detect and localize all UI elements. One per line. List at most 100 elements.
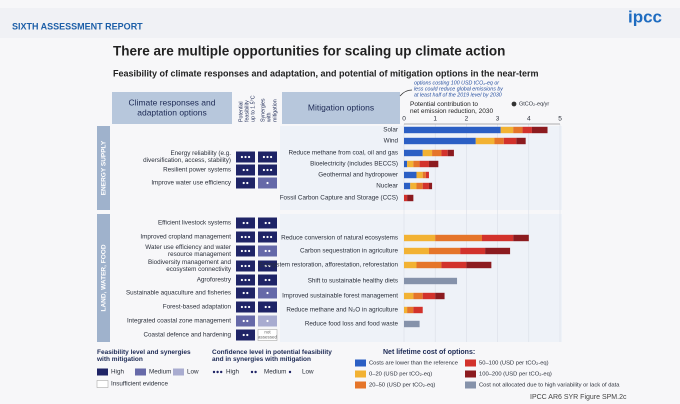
legend-swatch [355, 381, 366, 389]
legend-dot [216, 370, 219, 374]
legend-title: with mitigation [96, 356, 143, 363]
note: at least half of the 2019 level by 2030 [414, 92, 502, 98]
sector-label: ENERGY SUPPLY [101, 140, 108, 195]
adaptation-label: Coastal defence and hardening [143, 332, 231, 339]
confidence-dot [270, 235, 273, 239]
cell-note: not [264, 330, 271, 335]
legend-label: 20–50 (USD per tCO₂-eq) [369, 383, 435, 389]
bar-segment [422, 149, 433, 157]
bar-segment [460, 247, 486, 255]
land-sector-band [97, 214, 110, 342]
confidence-dot [270, 168, 273, 172]
adaptation-label: resource management [168, 251, 231, 258]
bar-segment [441, 261, 467, 269]
x-axis-label: Potential contribution to [410, 101, 478, 108]
logo: ipcc [628, 7, 662, 26]
legend-swatch [465, 359, 476, 367]
confidence-dot [246, 221, 249, 225]
legend-label: High [111, 369, 124, 376]
bar-segment [404, 171, 417, 179]
confidence-dot [268, 264, 271, 268]
bar-segment [404, 182, 411, 190]
bar-segment [404, 292, 414, 300]
cell-note: assessed [258, 335, 278, 340]
adaptation-label: Biodiversity management and [148, 259, 231, 266]
bar-segment [413, 292, 423, 300]
confidence-dot [244, 235, 247, 239]
bar-segment [475, 137, 495, 145]
category-label: Bioelectricity (includes BECCS) [310, 161, 398, 168]
bar-segment [435, 234, 482, 242]
confidence-dot [264, 249, 267, 253]
bar-segment [435, 292, 445, 300]
note: options costing 100 USD tCO₂-eq or [414, 80, 499, 86]
bar-segment [404, 277, 458, 285]
bar-segment [447, 149, 454, 157]
category-label: Shift to sustainable healthy diets [308, 278, 398, 285]
adaptation-heading: adaptation options [137, 107, 206, 117]
feasibility-cell [236, 177, 255, 189]
legend-label: Low [302, 369, 314, 376]
bar-segment [404, 194, 408, 202]
confidence-dot [270, 155, 273, 159]
confidence-dot [246, 291, 249, 295]
confidence-dot [246, 181, 249, 185]
confidence-dot [240, 305, 243, 309]
legend-swatch [465, 381, 476, 389]
bar-segment [407, 194, 414, 202]
confidence-dot [264, 221, 267, 225]
column-header: with [266, 113, 272, 122]
feasibility-cell [236, 315, 255, 327]
confidence-dot [244, 264, 247, 268]
confidence-dot [242, 333, 245, 337]
legend-label: Medium [149, 369, 171, 376]
bar-segment [416, 261, 442, 269]
synergy-cell [257, 329, 278, 341]
confidence-dot [248, 264, 251, 268]
column-header: Potential [238, 101, 244, 122]
cost-legend-title: Net lifetime cost of options: [383, 349, 475, 356]
top-bar [0, 8, 680, 38]
mitigation-heading: Mitigation options [308, 102, 374, 112]
adaptation-label: Improve water use efficiency [151, 180, 232, 187]
bar-segment [407, 306, 414, 314]
confidence-dot [264, 264, 267, 268]
bar-segment [404, 306, 408, 314]
bar-segment [485, 247, 511, 255]
confidence-dot [246, 168, 249, 172]
legend-label: 50–100 (USD per tCO₂-eq) [479, 361, 549, 367]
adaptation-label: ecosystem connectivity [166, 266, 232, 273]
bar-segment [404, 247, 429, 255]
legend-swatch [173, 368, 184, 376]
bar-segment [404, 149, 423, 157]
category-label: Reduce methane from coal, oil and gas [288, 150, 398, 157]
confidence-dot [242, 291, 245, 295]
subtitle: Feasibility of climate responses and ada… [113, 68, 539, 78]
x-tick-label: 0 [402, 116, 406, 123]
confidence-dot [266, 168, 269, 172]
legend-swatch [96, 380, 109, 388]
note-arrow [399, 89, 413, 97]
synergy-cell [258, 260, 277, 272]
bar-segment [404, 261, 417, 269]
confidence-dot [240, 235, 243, 239]
category-label: Ecosystem restoration, afforestation, re… [259, 262, 398, 269]
confidence-dot [242, 181, 245, 185]
adaptation-label: diversification, access, stability) [143, 157, 231, 164]
confidence-dot [268, 249, 271, 253]
bar-segment [482, 234, 514, 242]
confidence-dot [242, 168, 245, 172]
confidence-dot [248, 278, 251, 282]
confidence-dot [246, 319, 249, 323]
synergy-cell [258, 301, 277, 313]
legend-label: 0–20 (USD per tCO₂-eq) [369, 372, 432, 378]
bar-segment [522, 126, 532, 134]
adaptation-label: Improved cropland management [140, 234, 231, 241]
legend-swatch [97, 368, 108, 376]
bar-segment [432, 149, 442, 157]
column-header: feasibility [244, 100, 250, 122]
legend-label: Cost not allocated due to high variabili… [479, 383, 620, 389]
legend-dot [288, 370, 292, 374]
adaptation-label: Energy reliability (e.g. [170, 150, 231, 157]
legend-label: Insufficient evidence [111, 381, 168, 388]
